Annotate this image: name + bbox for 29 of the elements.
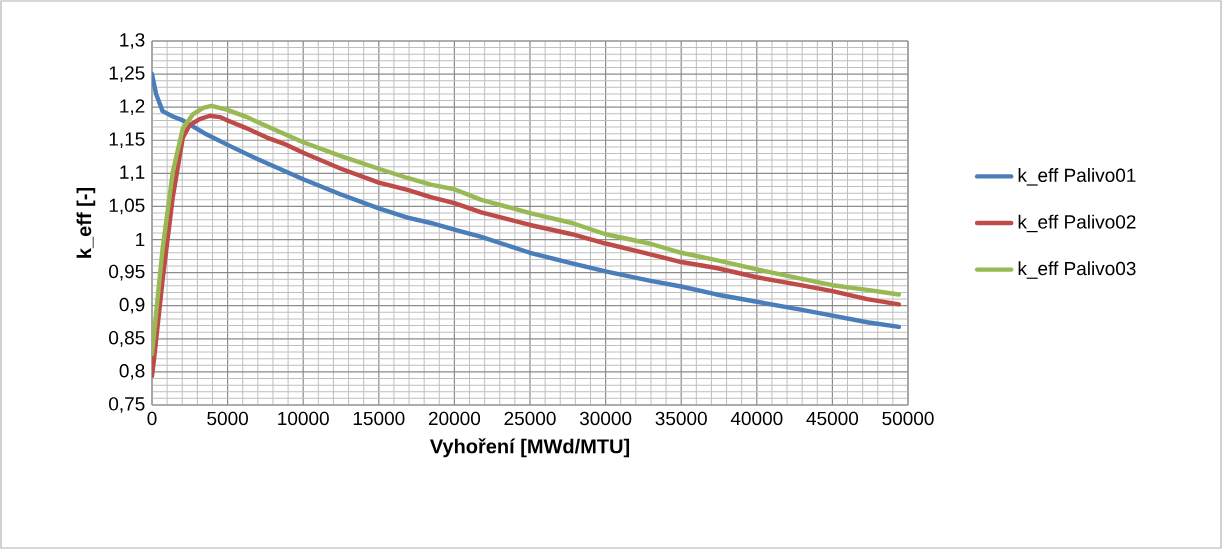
y-tick-label: 1,25 <box>109 66 145 82</box>
y-tick-label: 1,1 <box>120 165 145 182</box>
x-tick-label: 30000 <box>579 411 632 426</box>
y-tick-label: 0,75 <box>109 397 145 413</box>
x-tick-label: 15000 <box>353 411 405 426</box>
y-tick-label: 1,05 <box>109 198 145 215</box>
line-series <box>152 71 902 330</box>
x-tick-label: 35000 <box>655 411 707 426</box>
x-tick-label: 0 <box>147 411 157 426</box>
y-tick-label: 1,2 <box>120 99 145 116</box>
x-tick-label: 20000 <box>428 411 481 426</box>
y-tick-label: 1 <box>136 232 145 247</box>
y-tick-label: 1,3 <box>120 33 145 49</box>
x-axis-title: Vyhoření [MWd/MTU] <box>429 438 630 458</box>
y-tick-label: 0,8 <box>119 364 145 380</box>
y-tick-label: 0,95 <box>109 264 145 281</box>
x-tick-label: 50000 <box>882 411 934 426</box>
legend-label: k_eff Palivo02 <box>1018 214 1136 233</box>
y-tick-label: 0,85 <box>109 330 145 347</box>
legend-label: k_eff Palivo01 <box>1018 168 1136 186</box>
x-tick-label: 45000 <box>806 411 859 426</box>
x-tick-label: 10000 <box>278 411 329 426</box>
y-axis-title: k_eff [-] <box>76 188 96 258</box>
y-tick-label: 1,15 <box>109 132 145 149</box>
x-tick-label: 40000 <box>730 411 783 426</box>
x-tick-label: 5000 <box>207 411 248 426</box>
legend-label: k_eff Palivo03 <box>1018 261 1136 279</box>
x-tick-label: 25000 <box>504 411 556 426</box>
y-tick-label: 0,9 <box>119 297 145 314</box>
